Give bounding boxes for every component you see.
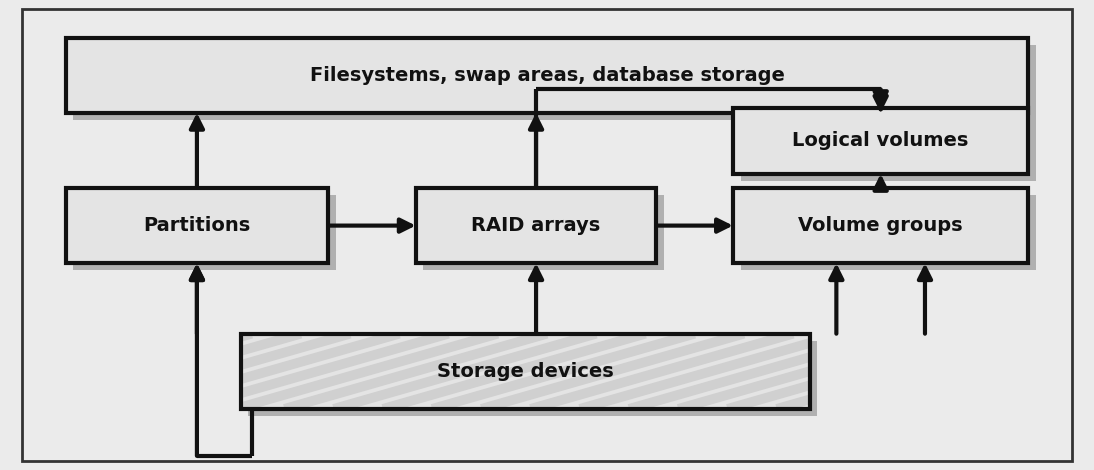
Text: RAID arrays: RAID arrays [472, 216, 601, 235]
Text: Storage devices: Storage devices [437, 362, 614, 381]
FancyBboxPatch shape [73, 195, 336, 270]
FancyBboxPatch shape [66, 38, 1028, 113]
FancyBboxPatch shape [241, 334, 810, 409]
FancyBboxPatch shape [423, 195, 664, 270]
FancyBboxPatch shape [733, 188, 1028, 263]
FancyBboxPatch shape [416, 188, 656, 263]
Text: Filesystems, swap areas, database storage: Filesystems, swap areas, database storag… [310, 66, 784, 85]
Text: Logical volumes: Logical volumes [792, 132, 969, 150]
FancyBboxPatch shape [733, 108, 1028, 174]
Text: Volume groups: Volume groups [799, 216, 963, 235]
FancyBboxPatch shape [248, 341, 817, 416]
FancyBboxPatch shape [741, 115, 1036, 181]
FancyBboxPatch shape [66, 188, 328, 263]
FancyBboxPatch shape [73, 45, 1036, 120]
FancyBboxPatch shape [741, 195, 1036, 270]
Text: Partitions: Partitions [143, 216, 251, 235]
